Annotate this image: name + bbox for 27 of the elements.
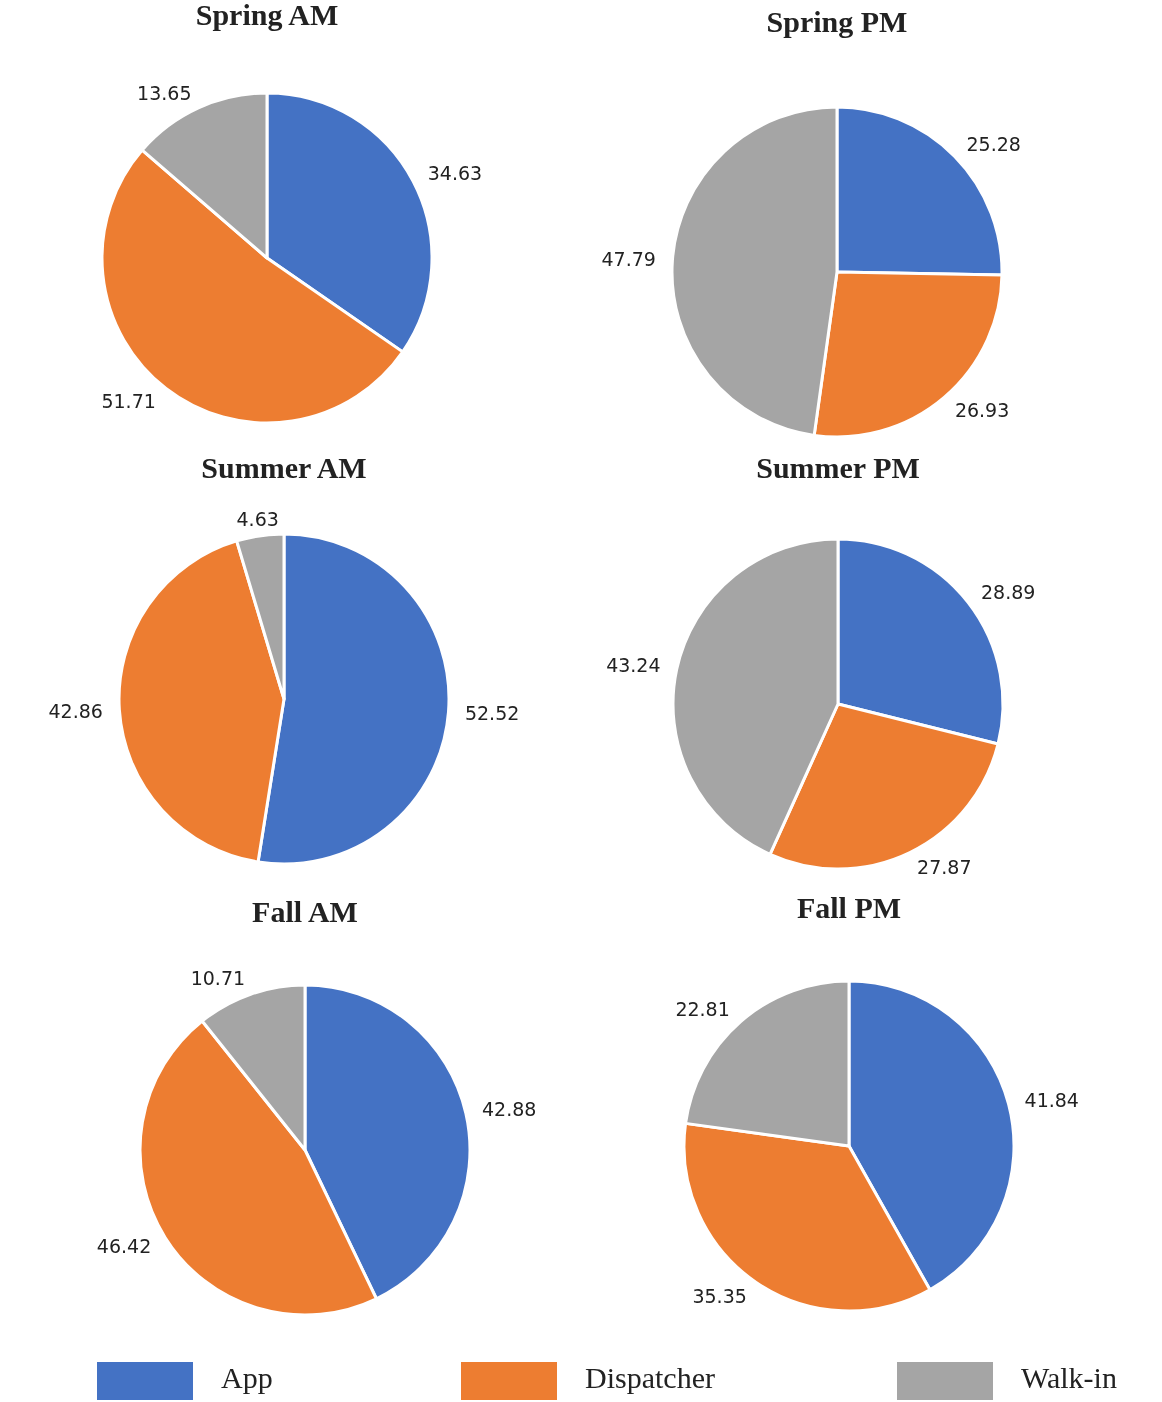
data-label: 42.88 — [481, 1098, 537, 1121]
data-label: 27.87 — [917, 856, 972, 879]
chart-title: Summer PM — [756, 451, 920, 484]
data-label: 51.71 — [101, 390, 156, 413]
chart-title: Fall PM — [796, 891, 902, 924]
legend-label: Walk-in — [1021, 1361, 1117, 1394]
data-label: 10.71 — [190, 967, 246, 990]
legend-label: App — [221, 1361, 273, 1394]
data-label: 13.65 — [137, 81, 192, 104]
chart-title: Spring AM — [195, 0, 339, 31]
data-label: 26.93 — [954, 398, 1010, 421]
chart-title: Fall AM — [252, 895, 358, 928]
data-label: 35.35 — [692, 1284, 747, 1307]
data-label: 42.86 — [48, 699, 103, 722]
data-label: 34.63 — [427, 162, 483, 185]
chart-title: Summer AM — [201, 451, 367, 484]
data-label: 41.84 — [1024, 1088, 1079, 1111]
data-label: 22.81 — [675, 997, 730, 1020]
legend-label: Dispatcher — [585, 1361, 715, 1394]
data-label: 28.89 — [981, 580, 1036, 603]
chart-title: Spring PM — [766, 5, 908, 38]
data-label: 4.63 — [236, 508, 279, 531]
data-label: 52.52 — [464, 701, 520, 724]
data-label: 43.24 — [606, 654, 661, 677]
data-label: 46.42 — [96, 1235, 152, 1258]
data-label: 25.28 — [966, 133, 1021, 156]
data-label: 47.79 — [601, 248, 656, 271]
